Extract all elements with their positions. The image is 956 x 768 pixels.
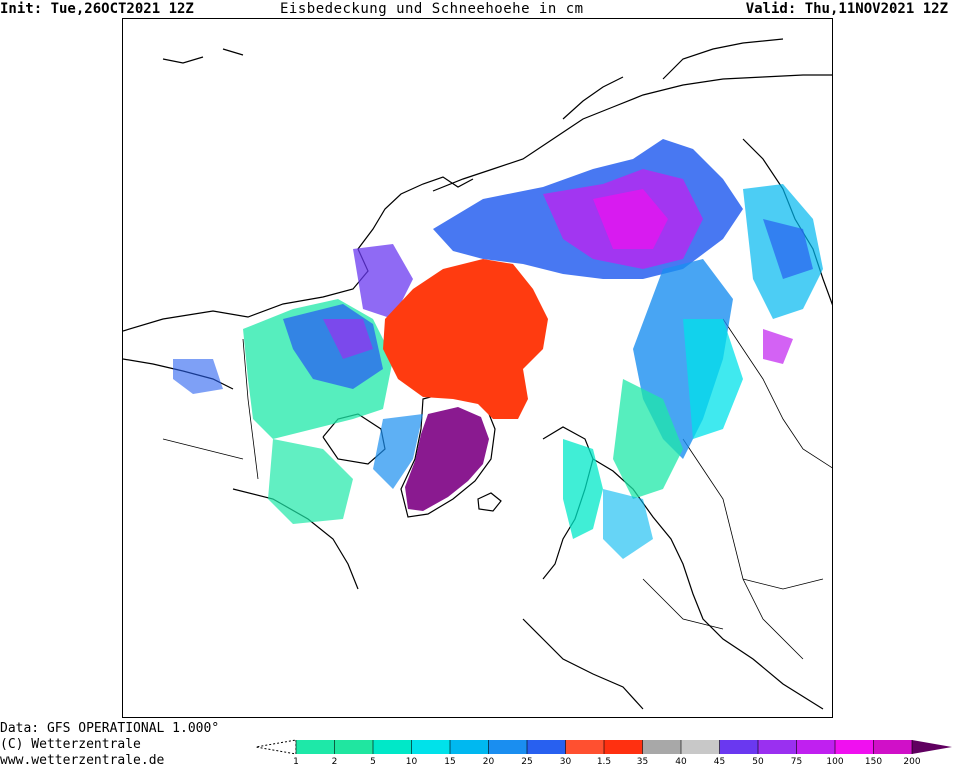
init-time: Init: Tue,26OCT2021 12Z <box>0 1 194 17</box>
scale-tick-label: 100 <box>826 757 844 767</box>
scale-segment <box>642 740 682 754</box>
scale-segment <box>835 740 874 754</box>
scale-segment <box>296 740 335 754</box>
copyright-label: (C) Wetterzentrale <box>0 737 141 752</box>
scale-segment <box>873 740 913 754</box>
color-scale-bar <box>256 739 952 755</box>
scale-segment <box>334 740 374 754</box>
valid-time: Valid: Thu,11NOV2021 12Z <box>745 1 948 17</box>
scale-tick-label: 1.5 <box>596 757 612 767</box>
scale-low-arrow <box>256 739 297 755</box>
website-link[interactable]: www.wetterzentrale.de <box>0 753 165 768</box>
scale-segment <box>796 740 836 754</box>
scale-segment <box>758 740 797 754</box>
data-source-label: Data: GFS OPERATIONAL 1.000° <box>0 721 220 736</box>
scale-tick-label: 150 <box>864 757 883 767</box>
snow-ice-map[interactable] <box>122 18 833 718</box>
scale-tick-label: 1 <box>293 757 299 767</box>
scale-segment <box>450 740 489 754</box>
snow-cover-layer <box>173 139 823 559</box>
map-title: Eisbedeckung und Schneehoehe in cm <box>280 1 584 17</box>
scale-segment <box>527 740 566 754</box>
scale-segment <box>681 740 720 754</box>
scale-segment <box>411 740 451 754</box>
scale-tick-label: 15 <box>444 757 456 767</box>
scale-segment <box>565 740 605 754</box>
scale-tick-label: 75 <box>790 757 803 767</box>
scale-segment <box>604 740 643 754</box>
scale-tick-label: 45 <box>713 757 726 767</box>
scale-tick-label: 200 <box>903 757 921 767</box>
scale-tick-label: 40 <box>675 757 687 767</box>
scale-tick-label: 2 <box>331 757 338 767</box>
scale-tick-label: 10 <box>405 757 418 767</box>
scale-segment <box>373 740 412 754</box>
greenland-ice-sheet <box>405 407 489 511</box>
sea-ice-area <box>383 259 548 419</box>
scale-tick-label: 30 <box>559 757 572 767</box>
map-canvas <box>123 38 832 710</box>
scale-high-arrow <box>912 740 952 754</box>
color-scale-legend: 1 2 5 10 15 20 25 30 1.5 35 40 45 50 75 100 150 200 <box>256 738 956 768</box>
scale-tick-label: 20 <box>482 757 495 767</box>
scale-tick-label: 5 <box>370 757 376 767</box>
scale-segment <box>488 740 528 754</box>
scale-segment <box>719 740 759 754</box>
scale-tick-label: 50 <box>752 757 764 767</box>
scale-tick-label: 25 <box>521 757 533 767</box>
scale-tick-label: 35 <box>636 757 649 767</box>
